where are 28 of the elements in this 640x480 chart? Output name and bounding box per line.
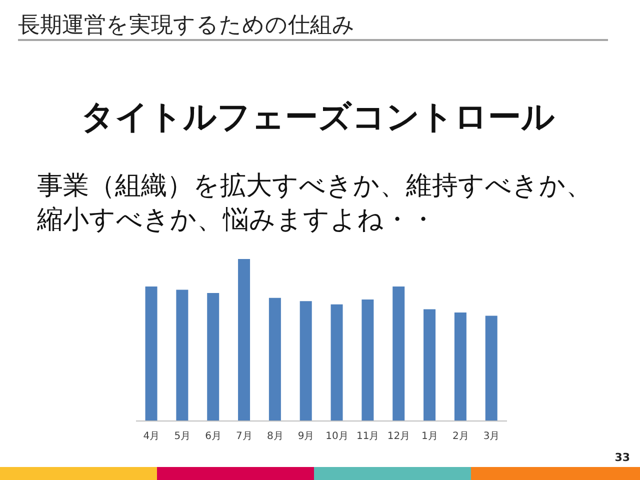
x-tick-label: 2月 — [452, 431, 469, 442]
x-tick-label: 5月 — [174, 431, 191, 442]
x-tick-label: 12月 — [387, 431, 410, 442]
bar — [238, 259, 250, 421]
bar — [454, 312, 466, 421]
chart-title: タイトルフェーズコントロール — [80, 96, 556, 138]
text: 33 — [614, 451, 630, 465]
bar — [207, 293, 220, 421]
bar — [392, 286, 405, 421]
x-tick-label: 8月 — [266, 431, 284, 442]
x-tick-label: 11月 — [356, 431, 380, 442]
x-tick-label: 6月 — [205, 431, 222, 442]
bar — [485, 316, 498, 421]
bar — [300, 301, 312, 421]
chart-subtitle: 事業（組織）を拡大すべきか、維持すべきか、縮小すべきか、悩みますよね・・ — [37, 170, 593, 237]
bar — [362, 300, 374, 421]
x-tick-label: 1月 — [422, 431, 438, 442]
bar — [268, 298, 281, 421]
bar — [145, 286, 158, 421]
text: 長期運営を実現するための仕組み — [18, 12, 355, 40]
bar — [424, 309, 436, 421]
bar — [176, 290, 188, 421]
x-tick-label: 7月 — [236, 431, 252, 442]
x-tick-label: 10月 — [326, 431, 348, 442]
bar — [330, 304, 343, 421]
x-tick-label: 9月 — [298, 431, 314, 442]
x-tick-label: 3月 — [483, 431, 500, 442]
x-tick-label: 4月 — [143, 431, 160, 442]
